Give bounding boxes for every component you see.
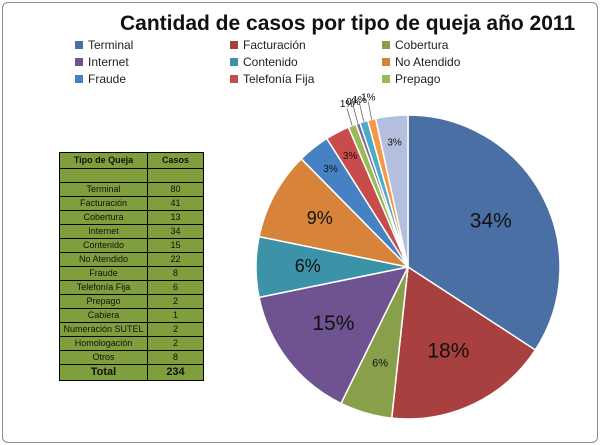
chart-title: Cantidad de casos por tipo de queja año … xyxy=(120,12,576,35)
data-table: Tipo de Queja Casos Terminal 80 Facturació… xyxy=(59,152,204,381)
data-label-leader xyxy=(352,106,359,124)
legend-label: Cobertura xyxy=(395,38,449,52)
legend-item: Facturación xyxy=(230,38,306,52)
table-row: Contenido 15 xyxy=(59,238,204,253)
table-total-value: 234 xyxy=(147,364,204,381)
table-row: Terminal 80 xyxy=(59,182,204,197)
data-label-leader xyxy=(346,108,353,126)
pie-data-label: 3% xyxy=(343,151,358,162)
legend-item: Fraude xyxy=(75,72,126,86)
legend-swatch xyxy=(230,75,238,83)
data-label-leader xyxy=(367,101,372,120)
legend-label: Internet xyxy=(88,55,129,69)
legend-item: Internet xyxy=(75,55,129,69)
legend-label: Terminal xyxy=(88,38,134,52)
legend-item: Contenido xyxy=(230,55,298,69)
legend-item: Cobertura xyxy=(382,38,448,52)
table-spacer-row xyxy=(59,168,204,183)
pie-slice-otros xyxy=(374,114,409,268)
legend-swatch xyxy=(382,58,390,66)
legend-swatch xyxy=(230,58,238,66)
legend-swatch xyxy=(75,75,83,83)
legend-item: Terminal xyxy=(75,38,133,52)
legend-swatch xyxy=(230,41,238,49)
pie-data-label: 1% xyxy=(340,99,355,110)
legend-item: Telefonía Fija xyxy=(230,72,314,86)
pie-data-label: 0% xyxy=(346,97,361,108)
legend-label: Facturación xyxy=(243,38,306,52)
pie-slice-internet xyxy=(258,265,410,405)
pie-data-label: 1% xyxy=(361,92,376,103)
pie-data-label: 9% xyxy=(307,208,333,228)
table-row: Numeración SUTEL 2 xyxy=(59,322,204,337)
pie-data-label: 3% xyxy=(387,138,402,149)
table-header-row: Tipo de Queja Casos xyxy=(59,152,204,169)
legend-label: Contenido xyxy=(243,55,298,69)
table-body: Terminal 80 Facturación 41 Cobertura 13 Intern… xyxy=(59,182,204,365)
legend-swatch xyxy=(75,41,83,49)
legend-swatch xyxy=(382,41,390,49)
legend-swatch xyxy=(75,58,83,66)
table-row: Prepago 2 xyxy=(59,294,204,309)
legend-label: Telefonía Fija xyxy=(243,72,315,86)
pie-slice-no-atendido xyxy=(258,157,411,269)
legend-item: No Atendido xyxy=(382,55,460,69)
pie-data-label: 3% xyxy=(323,164,338,175)
table-row: Homologación 2 xyxy=(59,336,204,351)
pie-slice-facturaci-n xyxy=(390,265,537,420)
table-row: Otros 8 xyxy=(59,350,204,365)
pie-data-label: 15% xyxy=(312,312,354,335)
legend-label: Prepago xyxy=(395,72,441,86)
pie-data-label: 18% xyxy=(427,340,469,363)
table-row: No Atendido 22 xyxy=(59,252,204,267)
data-label-leader xyxy=(359,104,365,122)
legend-swatch xyxy=(382,75,390,83)
pie-data-label: 6% xyxy=(372,357,388,369)
data-table-container: Tipo de Queja Casos Terminal 80 Facturació… xyxy=(59,152,204,381)
legend-item: Prepago xyxy=(382,72,440,86)
table-row: Fraude 8 xyxy=(59,266,204,281)
pie-data-label: 1% xyxy=(352,95,367,106)
table-total-row: Total 234 xyxy=(59,364,204,381)
table-total-label: Total xyxy=(59,364,148,381)
legend-label: Fraude xyxy=(88,72,127,86)
pie-data-label: 34% xyxy=(470,210,512,233)
pie-data-label: 6% xyxy=(295,256,321,276)
legend-label: No Atendido xyxy=(395,55,461,69)
